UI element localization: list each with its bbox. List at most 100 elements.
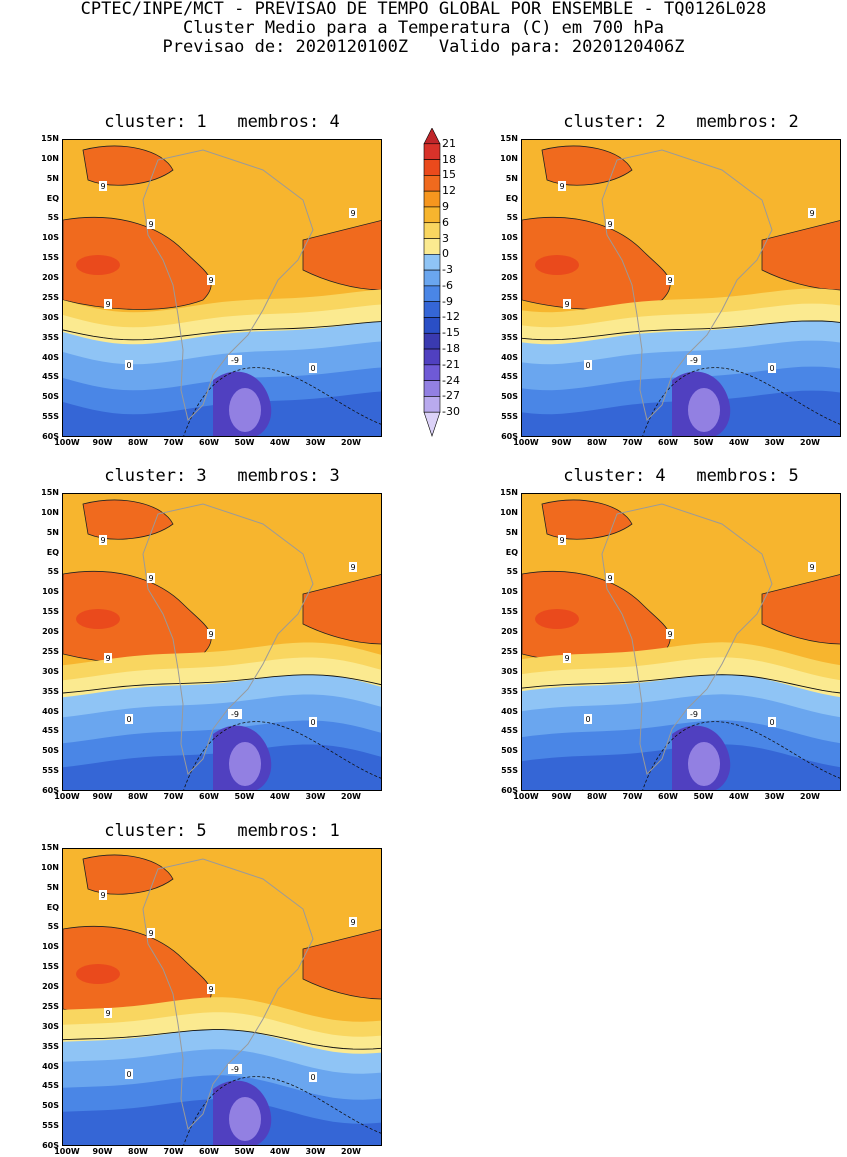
- longitude-tick-label: 60W: [658, 438, 678, 447]
- south-america-outline: [142, 149, 314, 421]
- warm-region: [302, 574, 381, 645]
- latitude-tick-label: 15N: [41, 843, 59, 852]
- latitude-tick-label: 20S: [501, 627, 518, 637]
- latitude-tick-label: 55S: [42, 412, 59, 422]
- colorbar-label: 9: [442, 199, 449, 213]
- colorbar-swatch: [423, 285, 441, 302]
- latitude-tick-label: EQ: [505, 547, 518, 557]
- longitude-tick-label: 20W: [341, 438, 361, 447]
- warm-region: [82, 499, 174, 540]
- latitude-tick-label: 10N: [41, 862, 59, 872]
- cold-core: [229, 742, 261, 786]
- svg-text:9: 9: [208, 985, 213, 994]
- hot-core: [535, 609, 579, 629]
- latitude-tick-label: 15N: [41, 488, 59, 497]
- svg-text:9: 9: [100, 891, 105, 900]
- latitude-tick-label: 5S: [506, 567, 518, 577]
- latitude-tick-label: 60S: [42, 432, 59, 441]
- contour-label: 0: [584, 714, 592, 724]
- colorbar-label: 3: [442, 231, 449, 245]
- header-line-2: Cluster Medio para a Temperatura (C) em …: [182, 18, 665, 38]
- contour-line-zero: [63, 674, 381, 694]
- longitude-tick-label: 90W: [551, 438, 572, 447]
- south-america-outline: [601, 149, 773, 421]
- latitude-tick-label: EQ: [46, 193, 59, 203]
- latitude-tick-label: 35S: [501, 686, 518, 696]
- svg-text:0: 0: [769, 718, 774, 727]
- longitude-tick-label: 40W: [729, 792, 749, 801]
- latitude-tick-label: EQ: [46, 902, 59, 912]
- colorbar-swatch: [423, 143, 441, 160]
- longitude-tick-label: 80W: [128, 792, 148, 801]
- latitude-tick-label: 15S: [501, 253, 518, 263]
- latitude-tick-label: 20S: [42, 627, 59, 637]
- longitude-tick-label: 90W: [92, 438, 113, 447]
- contour-label: 0: [309, 717, 317, 727]
- latitude-tick-label: 40S: [42, 1061, 59, 1071]
- latitude-tick-label: 10N: [500, 153, 518, 163]
- svg-text:9: 9: [208, 630, 213, 639]
- latitude-tick-label: 50S: [42, 1101, 59, 1111]
- colorbar-swatch: [423, 159, 441, 176]
- contour-label: 9: [207, 275, 215, 285]
- contour-label: 9: [666, 629, 674, 639]
- longitude-tick-label: 70W: [622, 438, 643, 447]
- contour-label: 9: [808, 562, 816, 572]
- hot-core: [76, 964, 120, 984]
- latitude-tick-label: 15N: [500, 134, 518, 143]
- colorbar-label: -18: [442, 342, 460, 356]
- svg-text:9: 9: [564, 654, 569, 663]
- latitude-tick-label: 5N: [505, 173, 518, 183]
- colorbar-label: 0: [442, 247, 449, 261]
- svg-text:0: 0: [585, 715, 590, 724]
- longitude-tick-label: 100W: [54, 438, 80, 447]
- contour-label: 9: [349, 917, 357, 927]
- latitude-tick-label: 30S: [501, 666, 518, 676]
- south-america-outline: [142, 858, 314, 1130]
- colorbar-swatch: [423, 411, 441, 437]
- svg-text:9: 9: [208, 276, 213, 285]
- colorbar-label: -3: [442, 263, 453, 277]
- contour-label: 9: [147, 573, 155, 583]
- latitude-tick-label: 50S: [42, 746, 59, 756]
- latitude-tick-label: 60S: [501, 432, 518, 441]
- longitude-tick-label: 90W: [92, 1147, 113, 1156]
- latitude-tick-label: 30S: [42, 666, 59, 676]
- latitude-tick-label: 5N: [46, 173, 59, 183]
- map-canvas: 9 9 9 9 9 0 0 -9: [63, 849, 381, 1145]
- svg-text:9: 9: [607, 220, 612, 229]
- south-america-outline: [601, 503, 773, 775]
- latitude-tick-label: 10S: [42, 587, 59, 597]
- latitude-tick-label: 40S: [501, 352, 518, 362]
- svg-text:9: 9: [105, 300, 110, 309]
- colorbar-swatch: [423, 317, 441, 334]
- latitude-tick-label: 5N: [46, 882, 59, 892]
- latitude-tick-label: 10N: [41, 507, 59, 517]
- latitude-tick-label: 5S: [47, 213, 59, 223]
- colorbar-swatch: [423, 175, 441, 192]
- longitude-tick-label: 60W: [658, 792, 678, 801]
- colorbar-swatch: [423, 269, 441, 287]
- svg-text:9: 9: [105, 654, 110, 663]
- svg-text:9: 9: [809, 563, 814, 572]
- svg-text:-9: -9: [231, 710, 239, 719]
- longitude-tick-label: 90W: [551, 792, 572, 801]
- latitude-tick-label: 60S: [42, 1141, 59, 1150]
- contour-line-neg-nine: [183, 1076, 381, 1145]
- latitude-tick-label: 55S: [501, 766, 518, 776]
- latitude-tick-label: 30S: [501, 312, 518, 322]
- svg-text:0: 0: [126, 715, 131, 724]
- contour-label: 9: [207, 984, 215, 994]
- longitude-tick-label: 50W: [234, 1147, 255, 1156]
- latitude-tick-label: 15S: [42, 607, 59, 617]
- temperature-map: 9 9 9 9 9 0 0 -9: [62, 493, 382, 791]
- contour-label: -9: [687, 355, 701, 365]
- latitude-tick-label: 45S: [42, 372, 59, 382]
- svg-text:9: 9: [559, 536, 564, 545]
- colorbar-label: -30: [442, 405, 460, 419]
- contour-label: 9: [349, 208, 357, 218]
- contour-line-zero: [522, 320, 840, 341]
- contour-label: 9: [207, 629, 215, 639]
- colorbar-swatch: [423, 238, 441, 255]
- svg-text:9: 9: [100, 536, 105, 545]
